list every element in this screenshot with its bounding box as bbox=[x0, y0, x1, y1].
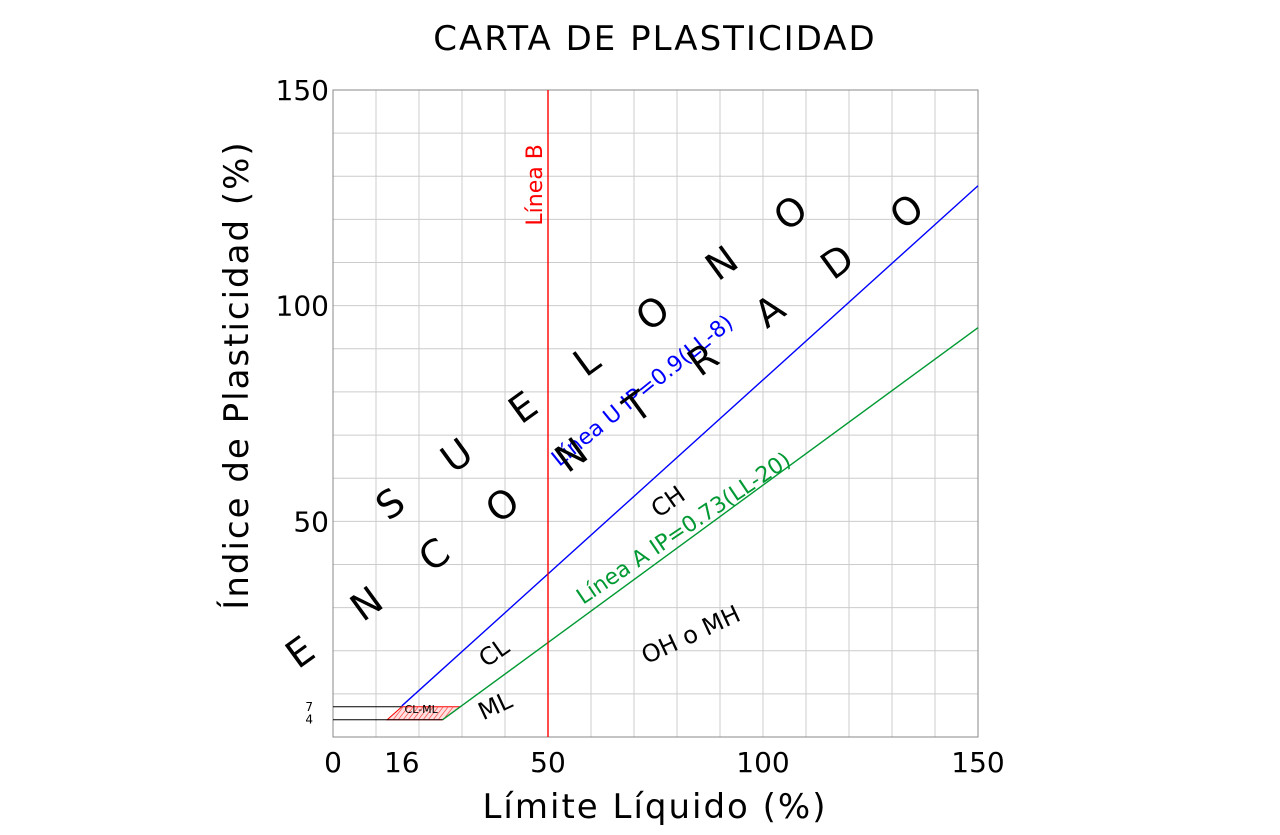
x-tick-label: 0 bbox=[324, 746, 342, 779]
y-tick-labels: 50 100 150 47 bbox=[276, 74, 329, 727]
y-tick-label: 50 bbox=[293, 505, 329, 538]
chart-title: CARTA DE PLASTICIDAD bbox=[433, 19, 876, 59]
x-tick-label: 16 bbox=[384, 746, 420, 779]
hatch-line bbox=[427, 706, 439, 720]
x-tick-label: 100 bbox=[736, 746, 789, 779]
y-tick-label: 100 bbox=[276, 290, 329, 323]
x-tick-label: 50 bbox=[530, 746, 566, 779]
hatch-line bbox=[407, 706, 419, 720]
series-line-1 bbox=[442, 327, 979, 721]
y-small-tick-label: 4 bbox=[305, 713, 313, 727]
hatch-line bbox=[432, 706, 444, 720]
x-tick-labels: 0 16 50 100 150 bbox=[324, 746, 1005, 779]
series-label-1: Línea A IP=0.73(LL-20) bbox=[572, 448, 796, 610]
series-line-0 bbox=[401, 185, 979, 707]
region-label: CL-ML bbox=[405, 703, 439, 716]
region-label: OH o MH bbox=[637, 600, 745, 670]
hatch-line bbox=[402, 706, 414, 720]
region-label: CL bbox=[474, 632, 515, 673]
hatch-line bbox=[417, 706, 429, 720]
cl-ml-hatch bbox=[333, 706, 462, 721]
y-tick-label: 150 bbox=[276, 74, 329, 107]
y-axis-title: Índice de Plasticidad (%) bbox=[216, 140, 257, 609]
hatch-line bbox=[392, 706, 404, 720]
series-label-2: Línea B bbox=[523, 144, 548, 225]
hatch-line bbox=[422, 706, 434, 720]
x-tick-label: 150 bbox=[951, 746, 1004, 779]
y-small-tick-label: 7 bbox=[305, 700, 313, 714]
hatch-line bbox=[412, 706, 424, 720]
hatch-line bbox=[397, 706, 409, 720]
hatch-line bbox=[437, 706, 449, 720]
plot-border bbox=[332, 89, 979, 738]
x-axis-title: Límite Líquido (%) bbox=[482, 787, 827, 827]
